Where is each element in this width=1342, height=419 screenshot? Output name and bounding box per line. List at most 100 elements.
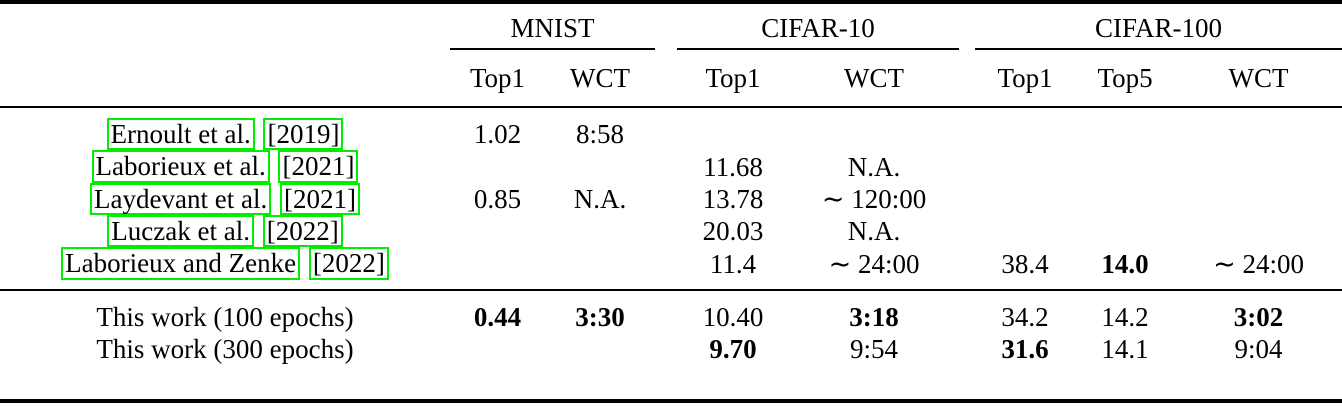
citation-author-link[interactable]: Luczak et al. (107, 215, 254, 248)
metric-cell: 11.4 (709, 248, 757, 279)
metric-cell: 14.2 (1075, 288, 1176, 333)
column-spacer (959, 107, 975, 150)
group-header-mnist: MNIST (450, 2, 656, 50)
metric-cell (1175, 107, 1342, 150)
metric-cell (1075, 150, 1175, 182)
table-row: This work (300 epochs) 9.70 9:54 31.6 14.1 9:… (0, 333, 1342, 401)
metric-cell (975, 107, 1075, 150)
citation-label: Luczak et al. [2022] (0, 215, 450, 248)
column-header-cifar100-top1: Top1 (975, 49, 1076, 108)
metric-cell (545, 215, 655, 247)
column-spacer (959, 215, 975, 247)
metric-cell: 9:54 (850, 333, 899, 364)
citation-author-link[interactable]: Ernoult et al. (106, 118, 255, 151)
metric-cell (545, 150, 655, 182)
metric-cell: 3:18 (789, 288, 960, 333)
column-spacer (655, 333, 677, 401)
label-column-header (0, 2, 450, 49)
column-header-mnist-top1: Top1 (450, 49, 545, 108)
metric-cell (450, 215, 545, 247)
metric-cell: 34.2 (975, 288, 1076, 333)
column-header-cifar100-top5: Top5 (1075, 49, 1176, 108)
table-row: Laborieux and Zenke [2022] 11.4 ∼ 24:00 38.… (0, 247, 1342, 289)
metric-cell: 10.40 (677, 288, 790, 333)
citation-year-link[interactable]: [2022] (262, 215, 343, 248)
column-header-row: Top1 WCT Top1 WCT Top1 Top5 WCT (0, 49, 1342, 108)
column-spacer (959, 288, 976, 333)
group-header-cifar100: CIFAR-100 (975, 2, 1342, 50)
metric-cell: 9.70 (709, 333, 757, 364)
metric-cell: 14.0 (1101, 248, 1149, 279)
metric-cell: 31.6 (1001, 333, 1049, 364)
metric-cell: 13.78 (702, 183, 764, 214)
metric-cell (545, 247, 655, 289)
metric-cell (1175, 215, 1342, 247)
metric-cell (677, 107, 789, 150)
results-table: MNIST CIFAR-10 CIFAR-100 Top1 WCT Top1 W… (0, 0, 1342, 403)
column-spacer (655, 183, 677, 215)
column-spacer (655, 288, 678, 333)
citation-year-link[interactable]: [2022] (308, 247, 389, 280)
column-spacer (655, 150, 677, 182)
metric-cell (1075, 215, 1175, 247)
metric-cell: 3:30 (545, 288, 656, 333)
column-spacer (959, 183, 975, 215)
metric-cell (1075, 107, 1175, 150)
metric-cell: N.A. (847, 216, 901, 247)
prior-work-rows: Ernoult et al. [2019] 1.02 8:58 Laborieux e… (0, 107, 1342, 290)
metric-cell: N.A. (847, 151, 901, 182)
metric-cell: 9:04 (1234, 333, 1283, 364)
column-spacer (655, 247, 677, 289)
metric-cell (975, 215, 1075, 247)
metric-cell (789, 107, 959, 150)
metric-cell: 11.68 (703, 151, 763, 182)
citation-label: Laborieux and Zenke [2022] (0, 247, 450, 289)
metric-cell (450, 150, 545, 182)
citation-author-link[interactable]: Laborieux and Zenke (61, 247, 301, 280)
citation-year-link[interactable]: [2021] (279, 182, 360, 216)
table-row: Laydevant et al. [2021] 0.85 N.A. 13.78 ∼ 12… (0, 182, 1342, 216)
metric-cell (975, 183, 1075, 215)
column-spacer (655, 107, 677, 150)
citation-author-link[interactable]: Laydevant et al. (90, 182, 272, 216)
column-spacer (959, 49, 976, 108)
metric-cell: 0.44 (450, 288, 545, 333)
citation-year-link[interactable]: [2019] (263, 118, 344, 151)
metric-cell: ∼ 24:00 (1213, 248, 1304, 279)
metric-cell (1175, 150, 1342, 182)
citation-author-link[interactable]: Laborieux et al. (91, 150, 270, 183)
column-spacer (655, 215, 677, 247)
metric-cell: 38.4 (1001, 248, 1049, 279)
metric-cell: 1.02 (473, 119, 522, 150)
table-row: Ernoult et al. [2019] 1.02 8:58 (0, 107, 1342, 151)
metric-cell: 14.1 (1101, 333, 1149, 364)
metric-cell (1075, 183, 1175, 215)
table-row: This work (100 epochs) 0.44 3:30 10.40 3:18 3… (0, 288, 1342, 333)
column-header-mnist-wct: WCT (545, 49, 656, 108)
metric-cell: 8:58 (576, 119, 625, 150)
column-spacer (959, 2, 975, 49)
metric-cell: 20.03 (702, 216, 764, 247)
metric-cell: 0.85 (473, 183, 522, 214)
column-spacer (959, 247, 975, 289)
column-header-cifar10-top1: Top1 (677, 49, 790, 108)
group-header-row: MNIST CIFAR-10 CIFAR-100 (0, 2, 1342, 50)
column-spacer (655, 2, 677, 49)
table-row: Laborieux et al. [2021] 11.68 N.A. (0, 150, 1342, 183)
metric-cell (450, 247, 545, 289)
metric-cell (1175, 183, 1342, 215)
metric-cell (450, 333, 545, 401)
group-header-cifar10: CIFAR-10 (677, 2, 960, 50)
column-spacer (959, 150, 975, 182)
this-work-label: This work (300 epochs) (96, 333, 354, 364)
column-spacer (959, 333, 975, 401)
citation-label: Laborieux et al. [2021] (0, 150, 450, 183)
metric-cell (975, 150, 1075, 182)
metric-cell: ∼ 24:00 (828, 248, 920, 279)
metric-cell (545, 333, 655, 401)
column-header-cifar100-wct: WCT (1175, 49, 1342, 108)
citation-label: Ernoult et al. [2019] (0, 107, 450, 151)
citation-year-link[interactable]: [2021] (278, 150, 359, 183)
this-work-label: This work (100 epochs) (0, 288, 450, 333)
this-work-rows: This work (100 epochs) 0.44 3:30 10.40 3:18 3… (0, 288, 1342, 401)
